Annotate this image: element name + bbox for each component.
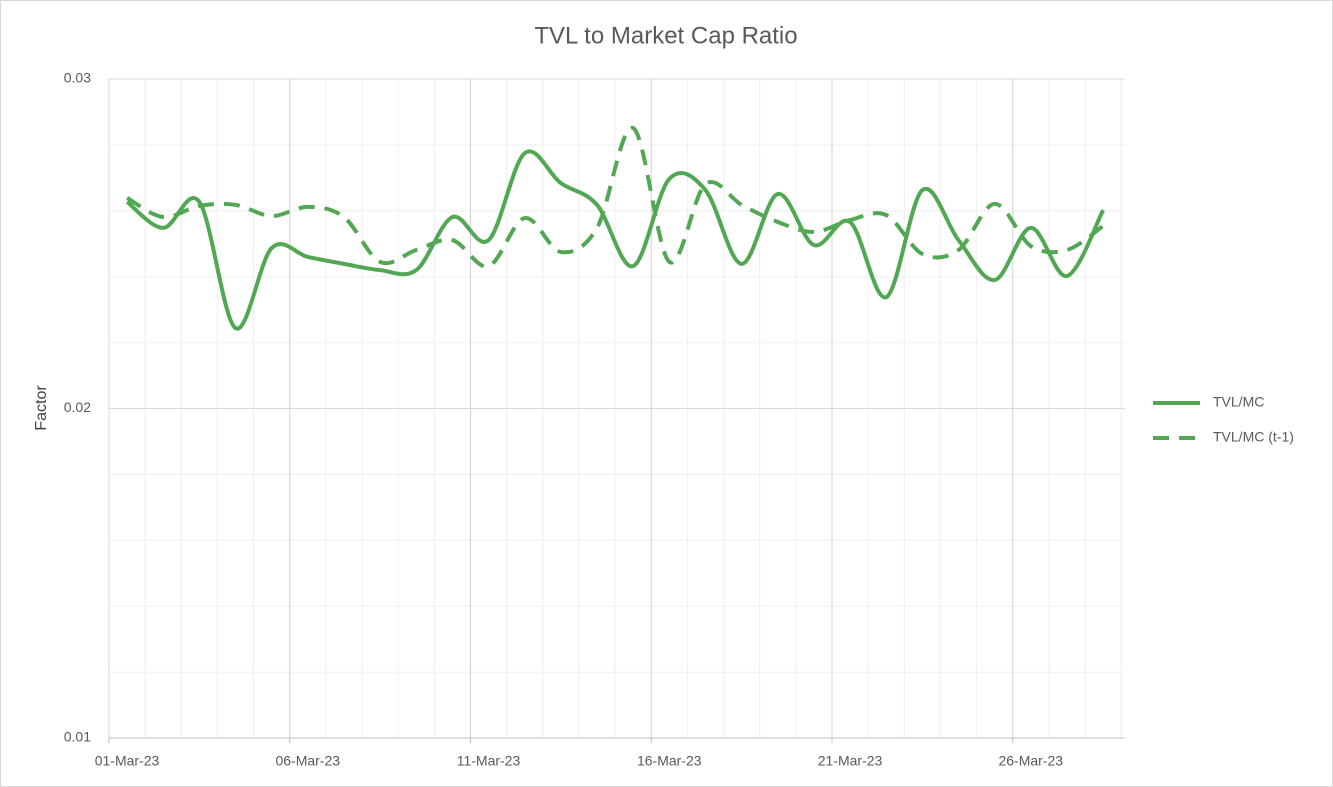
x-tick-label: 16-Mar-23 (637, 753, 702, 769)
x-tick-label: 26-Mar-23 (998, 753, 1063, 769)
x-tick-label: 06-Mar-23 (275, 753, 340, 769)
chart-title: TVL to Market Cap Ratio (534, 22, 797, 49)
x-tick-label: 01-Mar-23 (95, 753, 160, 769)
series-line (125, 149, 1105, 331)
series-line (126, 126, 1105, 269)
y-axis-label: Factor (33, 385, 50, 431)
x-tick-label: 11-Mar-23 (457, 753, 521, 769)
legend-label: TVL/MC (1213, 394, 1264, 410)
x-tick-label: 21-Mar-23 (818, 753, 883, 769)
y-tick-label: 0.03 (64, 70, 91, 86)
y-tick-label: 0.01 (64, 729, 91, 745)
legend-label: TVL/MC (t-1) (1213, 429, 1294, 445)
y-tick-label: 0.02 (64, 399, 91, 415)
